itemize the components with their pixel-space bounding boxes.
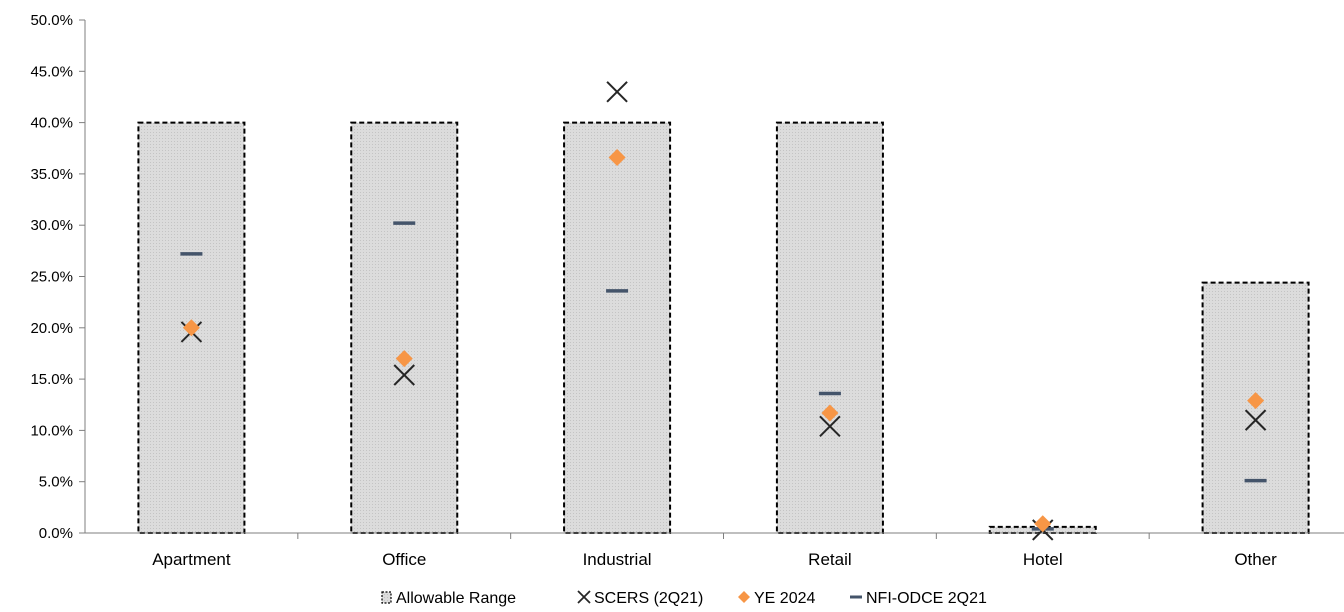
ye2024-marker-hotel <box>1034 515 1052 533</box>
y-tick-label: 35.0% <box>30 166 73 183</box>
legend-label-allowable-range: Allowable Range <box>396 590 516 607</box>
legend-swatch-ye2024 <box>738 591 750 603</box>
ye2024-marker-industrial <box>608 148 626 166</box>
scers-markers <box>180 81 1267 541</box>
y-tick-label: 0.0% <box>39 525 73 542</box>
y-tick-label: 30.0% <box>30 217 73 234</box>
legend-label-nfi-odce: NFI-ODCE 2Q21 <box>866 590 987 607</box>
scers-stroke <box>819 415 841 438</box>
legend: Allowable Range SCERS (2Q21) YE 2024 NFI-OD… <box>381 590 987 607</box>
range-bar-office <box>350 121 459 534</box>
category-label-retail: Retail <box>808 550 851 569</box>
x-axis: Apartment Office Industrial Retail Hotel Othe… <box>85 532 1344 569</box>
ye2024-marker-retail <box>821 404 839 422</box>
y-tick-label: 20.0% <box>30 320 73 337</box>
scers-stroke <box>393 364 415 386</box>
y-tick-label: 5.0% <box>39 474 73 491</box>
range-bar-retail <box>775 121 884 534</box>
scers-marker-office <box>393 364 415 386</box>
legend-label-scers: SCERS (2Q21) <box>594 590 703 607</box>
ye2024-markers <box>182 148 1265 533</box>
legend-label-ye2024: YE 2024 <box>754 590 815 607</box>
scers-marker-industrial <box>606 81 628 103</box>
ye2024-marker-other <box>1247 392 1265 410</box>
category-label-office: Office <box>382 550 426 569</box>
range-bar-industrial <box>563 121 672 534</box>
ye2024-marker-office <box>395 350 413 368</box>
category-label-apartment: Apartment <box>152 550 231 569</box>
legend-swatch-scers <box>577 590 591 604</box>
scers-marker-other <box>1244 409 1267 431</box>
legend-cross-stroke <box>577 590 591 604</box>
ye2024-marker-apartment <box>182 319 200 337</box>
y-tick-label: 45.0% <box>30 63 73 80</box>
scers-stroke <box>606 81 628 103</box>
category-label-hotel: Hotel <box>1023 550 1063 569</box>
y-tick-label: 50.0% <box>30 12 73 29</box>
y-tick-label: 40.0% <box>30 115 73 132</box>
scers-marker-retail <box>819 415 841 438</box>
scers-stroke <box>1244 409 1267 431</box>
category-label-other: Other <box>1234 550 1277 569</box>
legend-swatch-allowable-range <box>381 591 392 604</box>
y-tick-label: 15.0% <box>30 371 73 388</box>
y-tick-label: 25.0% <box>30 269 73 286</box>
category-label-industrial: Industrial <box>583 550 652 569</box>
y-tick-label: 10.0% <box>30 422 73 439</box>
allowable-range-bars <box>137 121 1310 534</box>
y-axis: 0.0% 5.0% 10.0% 15.0% 20.0% 25.0% 30.0% 35.0% 40… <box>30 12 86 542</box>
nfi-odce-markers <box>180 221 1267 531</box>
